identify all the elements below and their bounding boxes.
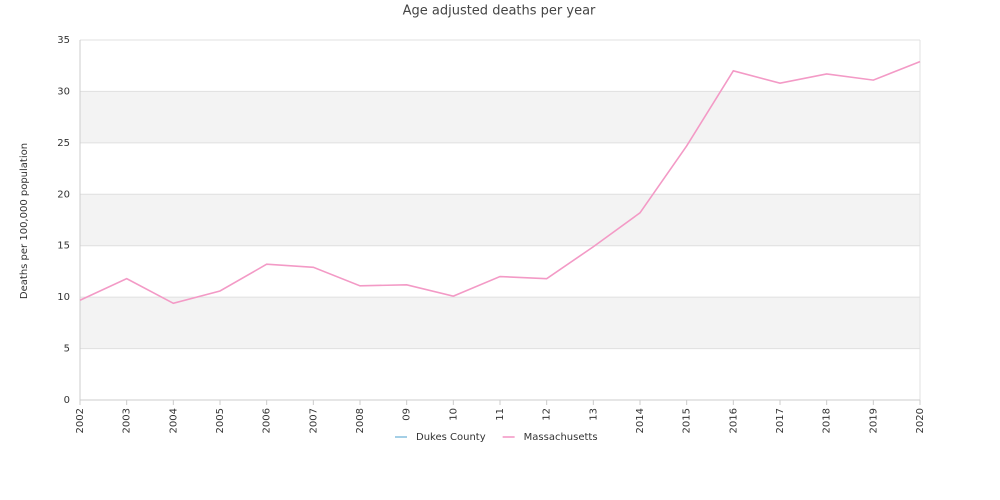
x-tick-label: 2006	[262, 408, 273, 433]
legend-label: Dukes County	[416, 432, 486, 443]
y-tick-label: 35	[57, 35, 70, 46]
x-tick-label: 2007	[308, 408, 319, 433]
x-tick-label: 2008	[355, 408, 366, 433]
x-tick-label: 13	[588, 408, 599, 421]
x-tick-label: 2019	[868, 408, 879, 433]
y-tick-label: 20	[57, 189, 70, 200]
y-tick-label: 5	[64, 344, 70, 355]
chart-title: Age adjusted deaths per year	[403, 4, 596, 19]
grid-band	[80, 194, 920, 246]
x-tick-label: 2018	[822, 408, 833, 433]
x-tick-label: 2017	[775, 408, 786, 433]
x-tick-label: 10	[448, 408, 459, 421]
grid-band	[80, 297, 920, 349]
y-tick-label: 25	[57, 138, 70, 149]
y-tick-label: 10	[57, 292, 70, 303]
x-tick-label: 2005	[215, 408, 226, 433]
x-tick-label: 09	[402, 408, 413, 421]
x-tick-label: 2003	[122, 408, 133, 433]
legend-label: Massachusetts	[524, 432, 598, 443]
y-tick-label: 30	[57, 86, 70, 97]
x-tick-label: 2020	[915, 408, 926, 433]
y-tick-label: 15	[57, 241, 70, 252]
x-tick-label: 11	[495, 408, 506, 421]
x-tick-label: 12	[542, 408, 553, 421]
series-line	[79, 60, 921, 305]
x-tick-label: 2014	[635, 408, 646, 433]
y-axis-label: Deaths per 100,000 population	[19, 143, 30, 299]
x-tick-label: 2015	[682, 408, 693, 433]
grid-band	[80, 91, 920, 143]
y-tick-label: 0	[64, 395, 70, 406]
x-tick-label: 2002	[75, 408, 86, 433]
x-tick-label: 2016	[728, 408, 739, 433]
x-tick-label: 2004	[168, 408, 179, 433]
